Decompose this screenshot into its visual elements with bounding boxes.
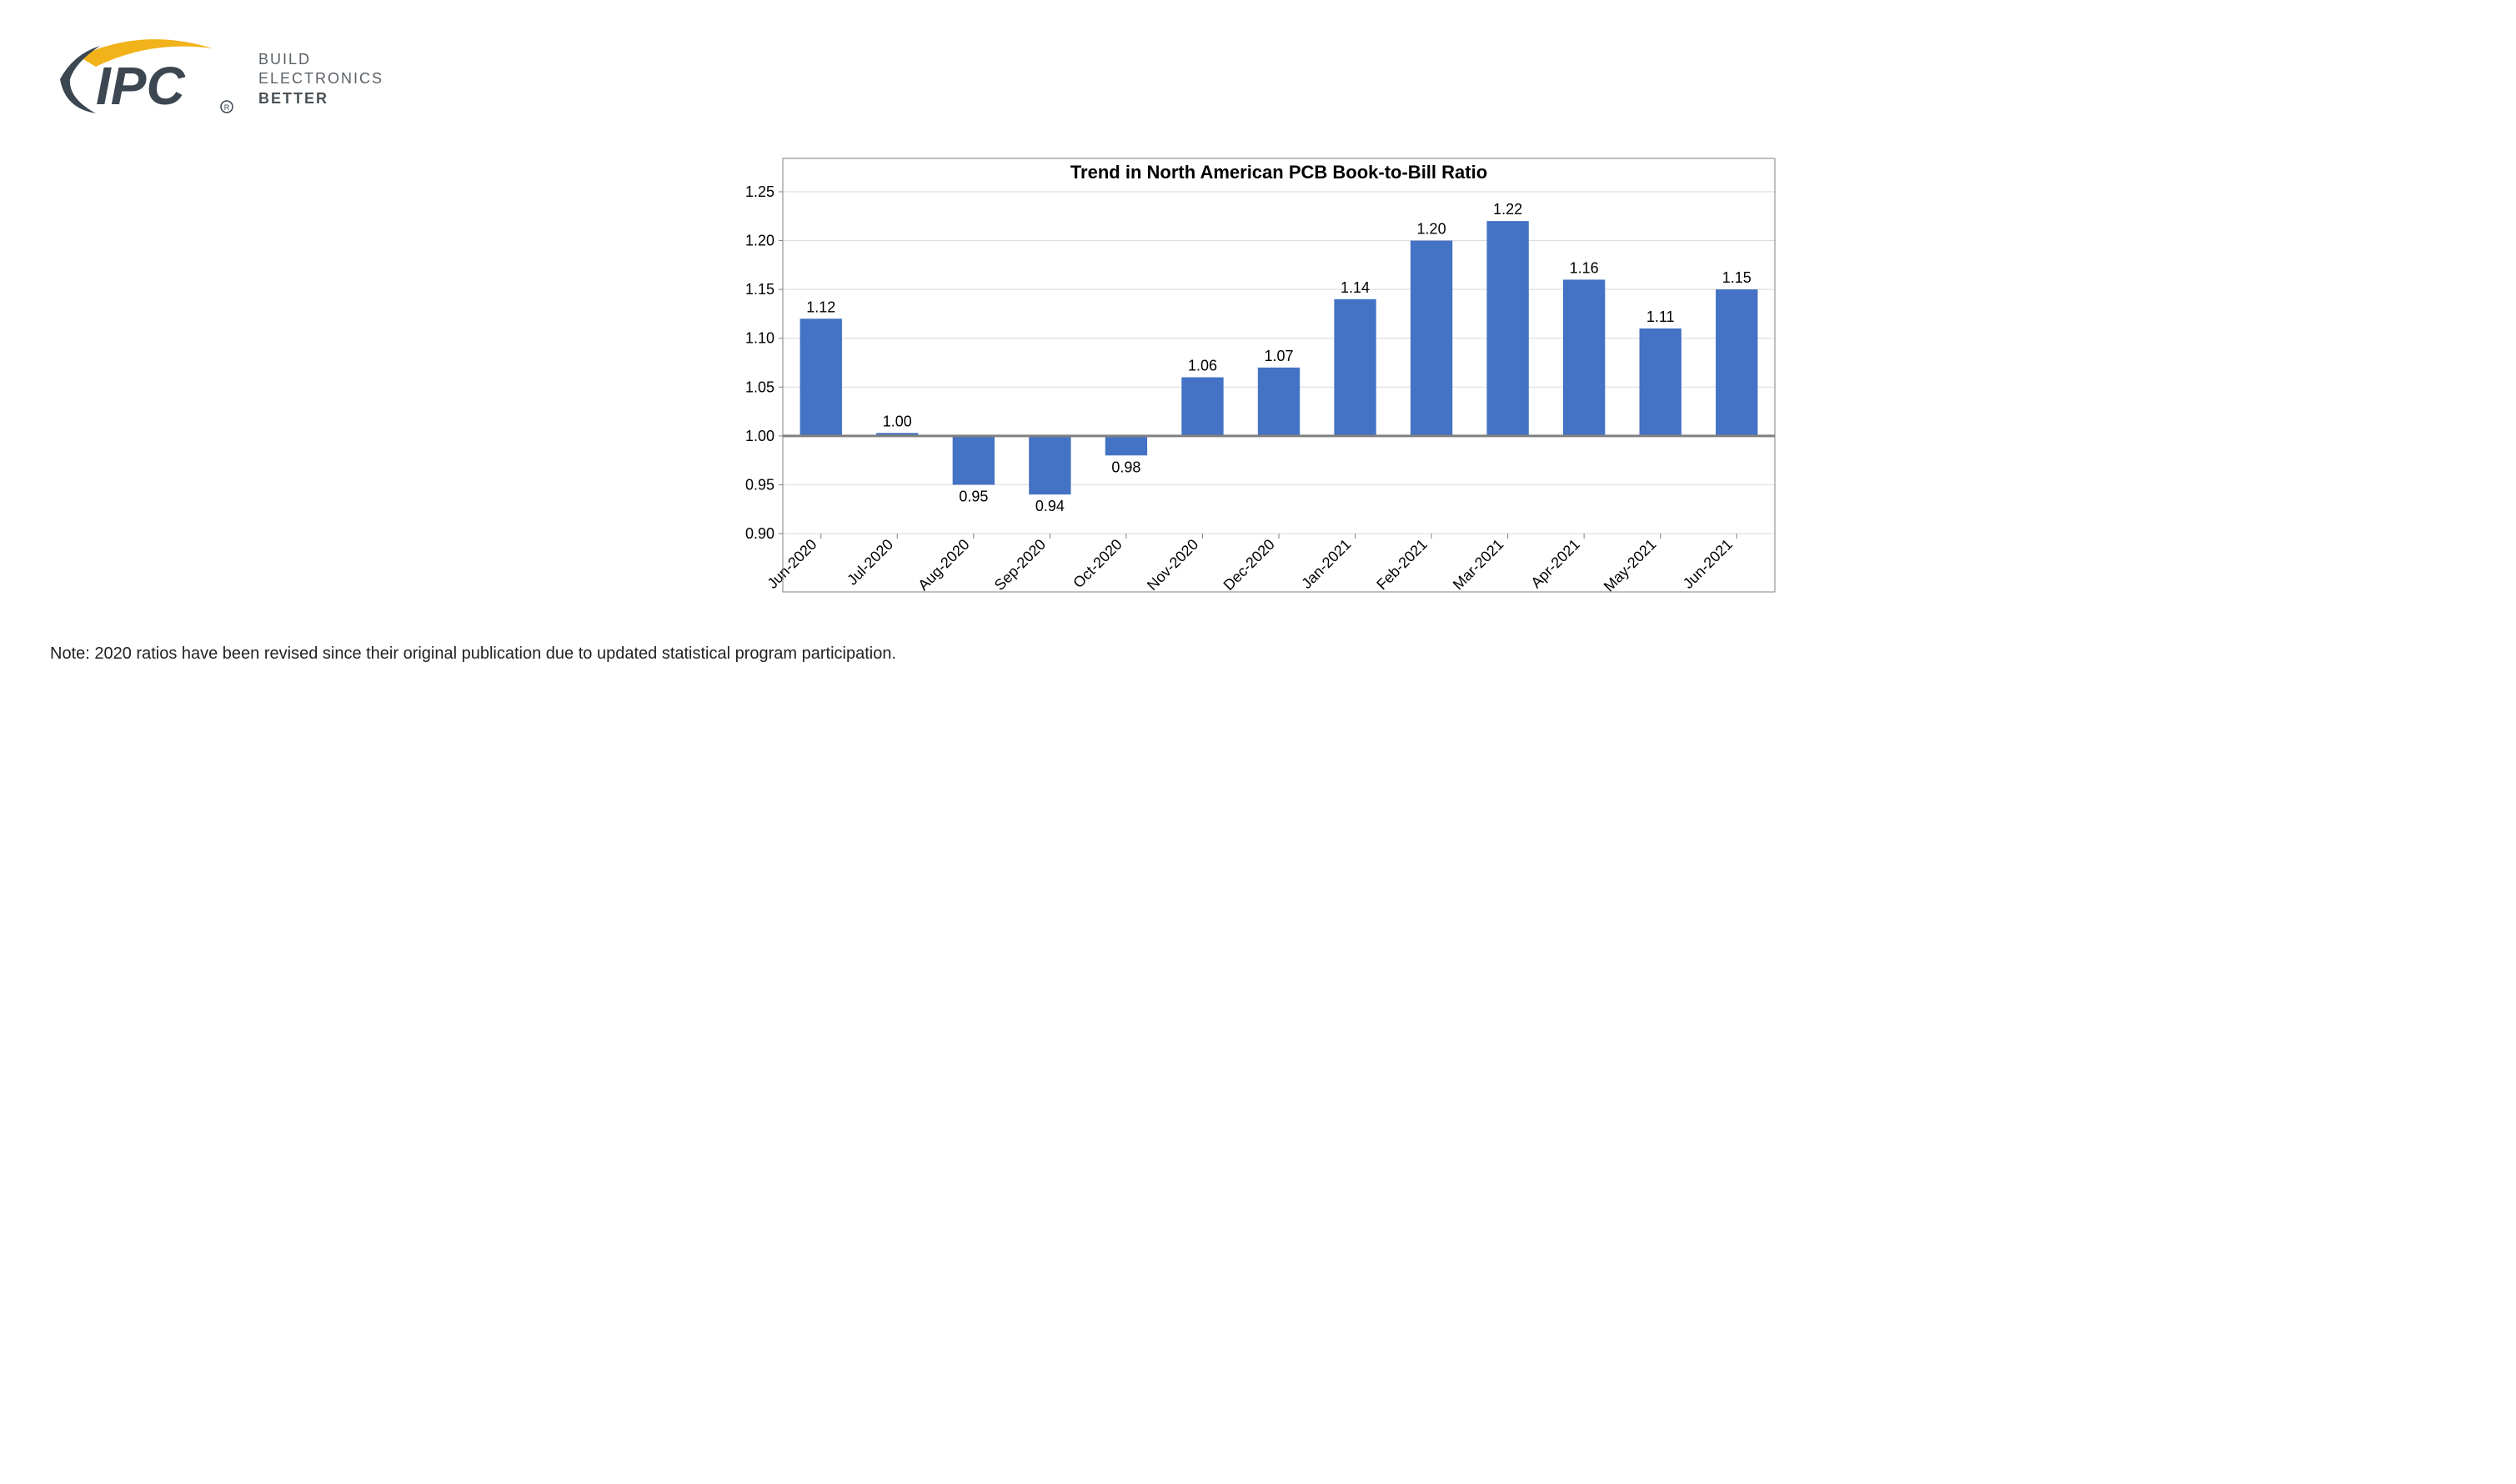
bar-label: 1.22 [1493,201,1522,218]
bar-label: 1.20 [1417,221,1446,238]
tagline-line1: BUILD [258,50,383,69]
footnote: Note: 2020 ratios have been revised sinc… [50,644,2466,664]
svg-text:1.00: 1.00 [745,428,774,444]
bar-label: 1.00 [883,413,912,429]
bar-label: 1.12 [806,298,835,315]
bar [1411,241,1452,436]
header: IPC R BUILD ELECTRONICS BETTER [50,33,2466,125]
x-label: Jul-2020 [844,536,896,589]
svg-text:R: R [224,103,230,112]
pcb-chart: Trend in North American PCB Book-to-Bill… [724,150,1792,617]
x-label: Feb-2021 [1373,536,1431,594]
bar-label: 1.06 [1188,358,1217,374]
x-label: Jan-2021 [1298,536,1354,592]
bar [1181,378,1223,436]
bar [1334,299,1376,436]
ipc-logo: IPC R [50,33,242,125]
bar-label: 1.11 [1646,308,1675,325]
x-label: Aug-2020 [915,536,972,594]
bar-label: 0.94 [1035,498,1065,514]
bar [1563,279,1605,435]
bar [953,436,995,485]
svg-text:1.25: 1.25 [745,183,774,200]
svg-text:0.90: 0.90 [745,525,774,542]
x-label: May-2021 [1601,536,1660,595]
x-label: Dec-2020 [1220,536,1277,594]
x-label: Mar-2021 [1450,536,1507,594]
logo-tagline: BUILD ELECTRONICS BETTER [258,50,383,108]
bar-label: 1.07 [1264,348,1293,364]
x-label: Sep-2020 [991,536,1049,594]
x-label: Jun-2020 [764,536,819,592]
tagline-line2: ELECTRONICS [258,69,383,88]
svg-text:1.10: 1.10 [745,330,774,347]
bar-label: 0.95 [959,488,988,504]
x-label: Jun-2021 [1680,536,1736,592]
bar-label: 1.16 [1570,259,1599,276]
x-label: Apr-2021 [1527,536,1583,592]
x-label: Oct-2020 [1070,536,1125,592]
svg-text:1.15: 1.15 [745,281,774,298]
bar [800,318,842,436]
chart-container: Trend in North American PCB Book-to-Bill… [724,150,1792,621]
bar-label: 1.15 [1722,269,1752,286]
bar-label: 1.14 [1341,279,1370,296]
bar [1105,436,1147,455]
svg-text:0.95: 0.95 [745,476,774,493]
bar-label: 0.98 [1111,459,1140,475]
bar [1640,328,1682,436]
bar [1486,221,1528,436]
x-label: Nov-2020 [1144,536,1201,594]
svg-text:IPC: IPC [96,56,185,116]
bar [1029,436,1070,494]
tagline-line3: BETTER [258,89,383,108]
svg-text:1.20: 1.20 [745,233,774,249]
svg-text:1.05: 1.05 [745,379,774,395]
svg-text:Trend in North American PCB Bo: Trend in North American PCB Book-to-Bill… [1070,162,1487,183]
bar [1258,368,1300,436]
bar [1716,289,1757,436]
